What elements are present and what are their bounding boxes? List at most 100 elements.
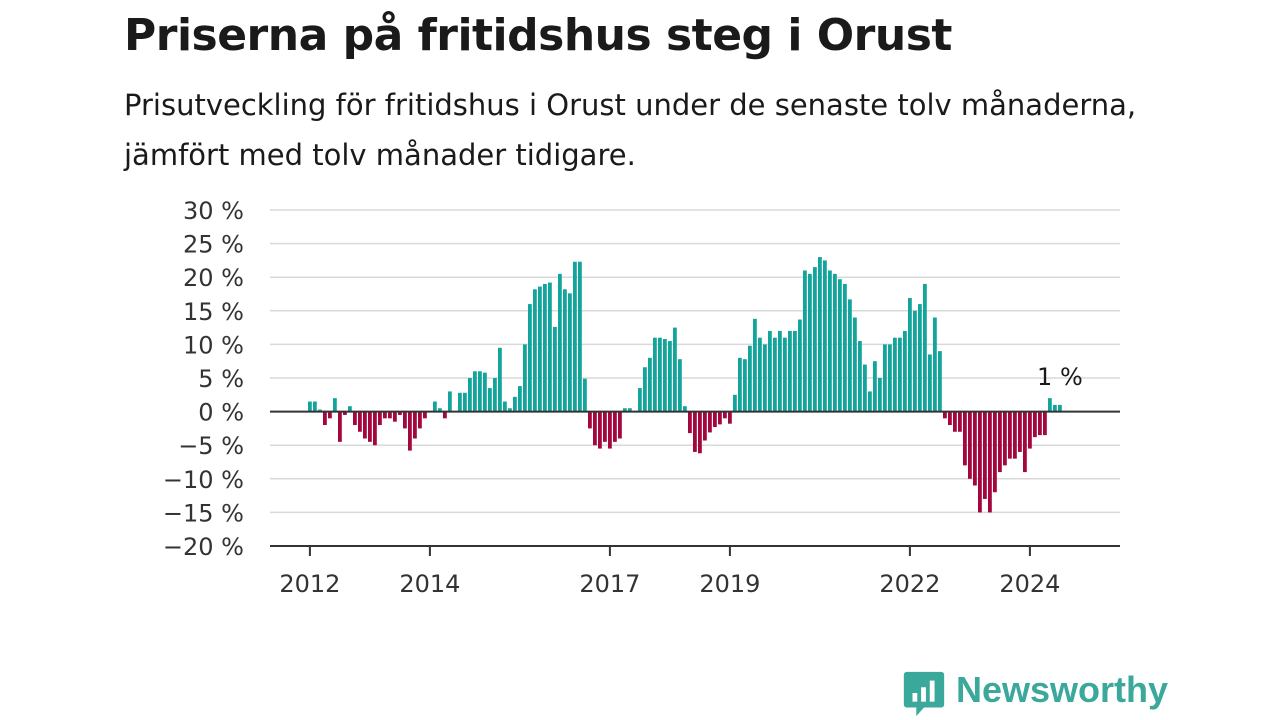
bar <box>743 359 747 412</box>
bar <box>758 337 762 412</box>
bar <box>363 411 367 439</box>
y-tick-label: −20 % <box>163 533 244 561</box>
bar <box>553 326 557 412</box>
bar <box>848 299 852 412</box>
bar <box>873 361 877 412</box>
bar <box>1003 411 1007 466</box>
bar <box>643 367 647 412</box>
bar <box>943 411 947 419</box>
bar <box>523 344 527 412</box>
x-tick-label: 2024 <box>999 570 1060 598</box>
bar <box>603 411 607 442</box>
bar <box>1018 411 1022 452</box>
bar <box>588 411 592 429</box>
bar <box>483 372 487 412</box>
y-tick-label: 10 % <box>183 331 244 359</box>
bar <box>438 408 442 412</box>
bar <box>833 273 837 412</box>
bar <box>938 351 942 412</box>
bar <box>528 304 532 412</box>
bar <box>558 273 562 412</box>
bar <box>838 279 842 412</box>
bar <box>583 378 587 412</box>
bar <box>368 411 372 442</box>
bar <box>768 330 772 412</box>
bar <box>348 406 352 412</box>
y-axis-labels: 30 % 25 % 20 % 15 % 10 % 5 % 0 % −5 % −10 % −15 %… <box>163 197 244 561</box>
bar <box>308 401 312 412</box>
bar <box>663 339 667 412</box>
x-axis: 2012 2014 2017 2019 2022 2024 <box>270 545 1120 598</box>
bar <box>388 411 392 419</box>
bar <box>543 283 547 412</box>
bar <box>373 411 377 446</box>
bar <box>748 345 752 412</box>
y-tick-label: −10 % <box>163 466 244 494</box>
bar <box>898 337 902 412</box>
bar <box>678 359 682 412</box>
bar <box>533 289 537 412</box>
x-tick-label: 2012 <box>279 570 340 598</box>
bar <box>723 411 727 419</box>
last-value-label: 1 % <box>1037 363 1083 391</box>
bar <box>313 401 317 412</box>
bar <box>973 411 977 486</box>
chart-title: Priserna på fritidshus steg i Orust <box>124 10 952 61</box>
bar <box>623 408 627 412</box>
y-tick-label: −15 % <box>163 499 244 527</box>
bar <box>778 330 782 412</box>
bar <box>753 318 757 412</box>
bar <box>358 411 362 432</box>
bar <box>923 283 927 412</box>
bar <box>628 408 632 412</box>
bar <box>318 409 322 412</box>
bar <box>708 411 712 433</box>
bar <box>398 411 402 415</box>
bar <box>983 411 987 499</box>
bar <box>693 411 697 452</box>
chart-subtitle: Prisutveckling för fritidshus i Orust un… <box>124 88 1137 172</box>
bar <box>738 357 742 412</box>
bar <box>1043 411 1047 436</box>
bar <box>338 411 342 442</box>
bar <box>608 411 612 449</box>
bar <box>668 341 672 412</box>
bar <box>383 411 387 419</box>
bar <box>393 411 397 422</box>
bar <box>448 391 452 412</box>
bar <box>698 411 702 454</box>
bar <box>418 411 422 429</box>
bar <box>818 257 822 412</box>
bar <box>638 388 642 412</box>
bar <box>988 411 992 513</box>
x-tick-label: 2014 <box>399 570 460 598</box>
bar <box>773 337 777 412</box>
bar <box>478 371 482 412</box>
bar <box>963 411 967 466</box>
y-tick-label: 25 % <box>183 231 244 259</box>
bar <box>403 411 407 429</box>
y-tick-label: 15 % <box>183 298 244 326</box>
bar <box>1033 411 1037 438</box>
bar <box>793 330 797 412</box>
bar <box>538 286 542 412</box>
bar <box>928 354 932 412</box>
newsworthy-logo-icon <box>903 671 945 717</box>
x-tick-label: 2022 <box>879 570 940 598</box>
bar <box>408 411 412 451</box>
bar <box>1058 404 1062 412</box>
bar <box>473 371 477 412</box>
bar <box>598 411 602 449</box>
bar <box>443 411 447 419</box>
bar <box>433 401 437 412</box>
bar <box>728 411 732 424</box>
bar <box>908 298 912 412</box>
annotations: 1 % <box>1037 363 1083 391</box>
bar <box>673 327 677 412</box>
bar-chart: 30 % 25 % 20 % 15 % 10 % 5 % 0 % −5 % −10 % −15 %… <box>163 197 1120 598</box>
bar <box>783 337 787 412</box>
bar <box>578 261 582 412</box>
bar <box>798 319 802 412</box>
bar <box>863 364 867 412</box>
bar <box>953 411 957 432</box>
